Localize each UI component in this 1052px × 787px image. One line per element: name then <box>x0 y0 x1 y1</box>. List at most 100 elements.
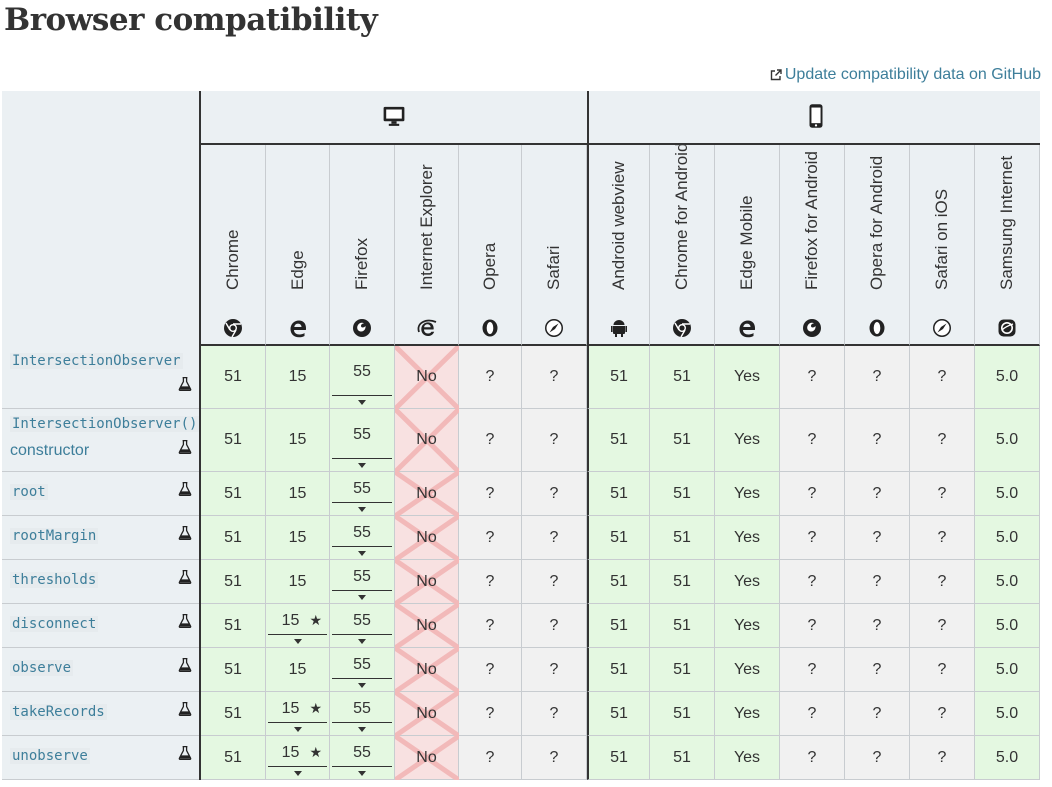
support-cell[interactable]: 51 <box>587 472 650 516</box>
support-cell[interactable]: No <box>395 560 459 604</box>
support-cell[interactable]: ? <box>522 692 587 736</box>
support-cell[interactable]: ? <box>780 409 845 472</box>
support-cell[interactable]: 15 <box>266 409 330 472</box>
chevron-down-icon[interactable] <box>358 551 366 556</box>
support-cell[interactable]: ? <box>522 560 587 604</box>
support-cell[interactable]: ? <box>910 472 975 516</box>
support-cell[interactable]: ? <box>910 648 975 692</box>
support-cell[interactable]: 15 ★ <box>266 736 330 780</box>
support-cell[interactable]: 51 <box>201 736 266 780</box>
support-cell[interactable]: ? <box>522 472 587 516</box>
support-cell[interactable]: 51 <box>587 604 650 648</box>
support-cell[interactable]: ? <box>845 648 910 692</box>
support-cell[interactable]: ? <box>780 604 845 648</box>
support-cell[interactable]: 5.0 <box>975 516 1040 560</box>
support-cell[interactable]: 55 <box>330 409 395 472</box>
support-cell[interactable]: No <box>395 604 459 648</box>
support-cell[interactable]: 51 <box>650 648 715 692</box>
support-cell[interactable]: ? <box>845 409 910 472</box>
support-cell[interactable]: ? <box>459 472 522 516</box>
chevron-down-icon[interactable] <box>293 771 302 776</box>
support-cell[interactable]: ? <box>459 560 522 604</box>
support-cell[interactable]: 5.0 <box>975 736 1040 780</box>
support-cell[interactable]: 5.0 <box>975 346 1040 409</box>
support-cell[interactable]: ? <box>845 560 910 604</box>
support-cell[interactable]: 51 <box>587 736 650 780</box>
support-cell[interactable]: 55 <box>330 692 395 736</box>
support-cell[interactable]: 15 <box>266 648 330 692</box>
support-cell[interactable]: ? <box>522 516 587 560</box>
support-cell[interactable]: ? <box>522 648 587 692</box>
feature-name[interactable]: observe <box>10 660 74 676</box>
support-cell[interactable]: 51 <box>201 692 266 736</box>
support-cell[interactable]: No <box>395 692 459 736</box>
support-cell[interactable]: ? <box>910 346 975 409</box>
support-cell[interactable]: Yes <box>715 604 780 648</box>
support-cell[interactable]: 51 <box>201 346 266 409</box>
feature-name[interactable]: disconnect <box>10 616 99 632</box>
support-cell[interactable]: 51 <box>650 346 715 409</box>
support-cell[interactable]: 55 <box>330 516 395 560</box>
support-cell[interactable]: 55 <box>330 472 395 516</box>
support-cell[interactable]: 5.0 <box>975 648 1040 692</box>
support-cell[interactable]: No <box>395 409 459 472</box>
support-cell[interactable]: ? <box>845 736 910 780</box>
support-cell[interactable]: 15 <box>266 472 330 516</box>
support-cell[interactable]: Yes <box>715 560 780 604</box>
chevron-down-icon[interactable] <box>293 727 302 732</box>
chevron-down-icon[interactable] <box>293 639 302 644</box>
support-cell[interactable]: 51 <box>201 648 266 692</box>
support-cell[interactable]: 51 <box>650 560 715 604</box>
support-cell[interactable]: 51 <box>587 692 650 736</box>
support-cell[interactable]: ? <box>780 346 845 409</box>
support-cell[interactable]: ? <box>780 516 845 560</box>
support-cell[interactable]: 5.0 <box>975 409 1040 472</box>
support-cell[interactable]: 51 <box>587 516 650 560</box>
chevron-down-icon[interactable] <box>358 400 366 405</box>
support-cell[interactable]: ? <box>459 648 522 692</box>
support-cell[interactable]: Yes <box>715 516 780 560</box>
support-cell[interactable]: ? <box>780 472 845 516</box>
support-cell[interactable]: 51 <box>201 472 266 516</box>
support-cell[interactable]: 15 <box>266 346 330 409</box>
support-cell[interactable]: ? <box>910 516 975 560</box>
support-cell[interactable]: 55 <box>330 604 395 648</box>
support-cell[interactable]: 51 <box>650 516 715 560</box>
chevron-down-icon[interactable] <box>358 639 366 644</box>
support-cell[interactable]: 51 <box>650 692 715 736</box>
support-cell[interactable]: 55 <box>330 346 395 409</box>
support-cell[interactable]: 51 <box>201 604 266 648</box>
support-cell[interactable]: 51 <box>650 736 715 780</box>
support-cell[interactable]: 51 <box>587 409 650 472</box>
support-cell[interactable]: ? <box>459 604 522 648</box>
support-cell[interactable]: Yes <box>715 692 780 736</box>
chevron-down-icon[interactable] <box>358 595 366 600</box>
support-cell[interactable]: ? <box>910 560 975 604</box>
support-cell[interactable]: ? <box>522 736 587 780</box>
support-cell[interactable]: 51 <box>650 604 715 648</box>
support-cell[interactable]: No <box>395 346 459 409</box>
support-cell[interactable]: 5.0 <box>975 472 1040 516</box>
feature-name-suffix[interactable]: constructor <box>10 442 90 459</box>
support-cell[interactable]: ? <box>522 604 587 648</box>
support-cell[interactable]: ? <box>845 516 910 560</box>
support-cell[interactable]: 51 <box>587 648 650 692</box>
support-cell[interactable]: ? <box>910 692 975 736</box>
support-cell[interactable]: 51 <box>201 560 266 604</box>
support-cell[interactable]: Yes <box>715 648 780 692</box>
feature-name[interactable]: unobserve <box>10 748 90 764</box>
chevron-down-icon[interactable] <box>358 463 366 468</box>
support-cell[interactable]: ? <box>780 648 845 692</box>
support-cell[interactable]: ? <box>780 736 845 780</box>
support-cell[interactable]: ? <box>459 736 522 780</box>
support-cell[interactable]: 51 <box>201 409 266 472</box>
feature-name[interactable]: thresholds <box>10 572 99 588</box>
support-cell[interactable]: 55 <box>330 560 395 604</box>
support-cell[interactable]: No <box>395 516 459 560</box>
support-cell[interactable]: ? <box>910 736 975 780</box>
support-cell[interactable]: ? <box>459 346 522 409</box>
support-cell[interactable]: ? <box>780 560 845 604</box>
support-cell[interactable]: ? <box>780 692 845 736</box>
support-cell[interactable]: 51 <box>587 346 650 409</box>
support-cell[interactable]: ? <box>910 409 975 472</box>
